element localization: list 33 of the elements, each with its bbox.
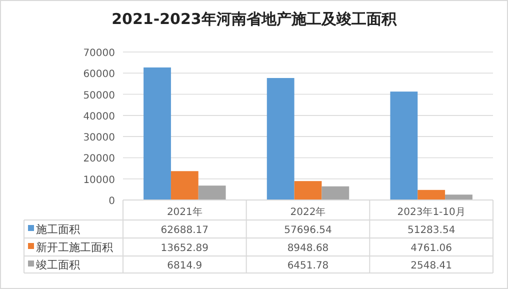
y-tick-label: 60000: [83, 69, 115, 80]
data-label: 4761.06: [410, 243, 452, 254]
y-tick-label: 20000: [83, 154, 115, 165]
chart-title: 2021-2023年河南省地产施工及竣工面积: [112, 10, 398, 28]
data-label: 51283.54: [407, 225, 456, 236]
bar: [322, 186, 350, 200]
data-label: 8948.68: [287, 243, 329, 254]
bar: [294, 181, 322, 200]
bar: [198, 186, 226, 200]
data-label: 62688.17: [160, 225, 209, 236]
data-label: 57696.54: [284, 225, 332, 236]
y-tick-label: 0: [108, 196, 115, 207]
x-tick-label: 2022年: [290, 206, 326, 218]
bar: [445, 194, 472, 200]
data-label: 13652.89: [160, 243, 209, 254]
bar: [390, 92, 418, 200]
x-tick-label: 2021年: [166, 206, 202, 218]
y-tick-label: 30000: [83, 132, 115, 144]
data-label: 6451.78: [287, 260, 329, 272]
x-tick-label: 2023年1-10月: [397, 206, 466, 218]
y-tick-label: 70000: [83, 48, 115, 59]
bar: [418, 190, 446, 200]
y-tick-label: 50000: [83, 90, 115, 102]
bar: [170, 171, 198, 200]
bar: [144, 67, 171, 200]
y-tick-label: 40000: [83, 111, 115, 122]
legend-label: 竣工面积: [36, 258, 80, 272]
bar: [266, 78, 294, 200]
y-tick-label: 10000: [83, 174, 115, 186]
data-label: 2548.41: [410, 260, 452, 272]
data-label: 6814.9: [167, 260, 202, 272]
legend-label: 施工面积: [36, 223, 80, 236]
legend-label: 新开工施工面积: [36, 241, 113, 254]
